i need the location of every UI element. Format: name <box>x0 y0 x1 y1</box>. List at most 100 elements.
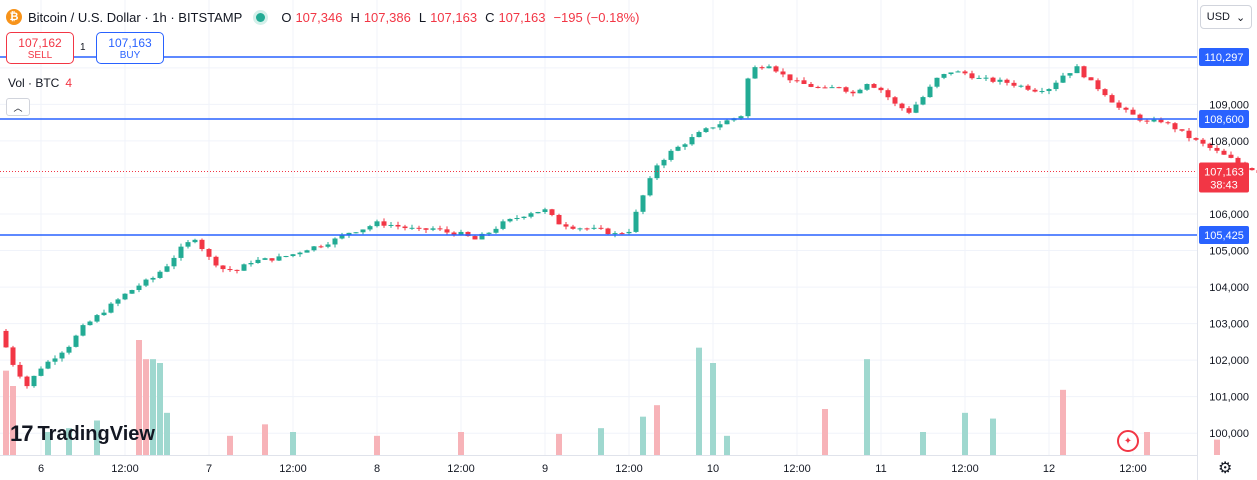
candle-body <box>444 229 450 233</box>
candle-body <box>1207 143 1213 148</box>
candle-body <box>1095 80 1101 90</box>
volume-bar <box>227 435 233 455</box>
candle-body <box>283 256 289 258</box>
candle-body <box>402 226 408 229</box>
candle-body <box>255 259 261 264</box>
candle-body <box>318 246 324 248</box>
last-price-tag <box>1199 162 1249 193</box>
currency-select[interactable]: USD ⌄ <box>1200 5 1252 29</box>
volume-bar <box>45 432 51 455</box>
volume-bar <box>157 363 163 455</box>
candle-body <box>199 239 205 250</box>
symbol-header: ₿ Bitcoin / U.S. Dollar · 1h · BITSTAMP … <box>6 7 639 27</box>
candle-body <box>934 77 940 87</box>
candle-body <box>850 91 856 94</box>
candle-body <box>1123 107 1129 110</box>
candle-body <box>1172 123 1178 130</box>
chevron-up-icon: ︿ <box>13 102 23 113</box>
x-tick-label: 9 <box>542 463 548 475</box>
volume-bar <box>696 347 702 455</box>
gear-icon[interactable]: ⚙ <box>1218 460 1233 477</box>
candle-body <box>878 87 884 91</box>
candle-body <box>857 89 863 94</box>
candle-body <box>773 66 779 72</box>
candle-body <box>423 228 429 230</box>
candle-body <box>724 120 730 125</box>
candle-body <box>1249 168 1255 171</box>
candle-body <box>815 86 821 88</box>
candle-body <box>374 221 380 227</box>
candle-body <box>220 265 226 270</box>
candle-body <box>1067 73 1073 76</box>
open-value: 107,346 <box>295 9 343 25</box>
candle-body <box>346 232 352 235</box>
candle-body <box>1046 89 1052 92</box>
candle-body <box>962 71 968 74</box>
candle-body <box>381 221 387 226</box>
spread-value: 1 <box>80 42 86 53</box>
volume-bar <box>143 359 149 455</box>
candle-body <box>486 232 492 234</box>
candle-body <box>535 211 541 214</box>
symbol-title[interactable]: Bitcoin / U.S. Dollar · 1h · BITSTAMP <box>28 9 243 25</box>
candle-body <box>969 73 975 79</box>
candle-body <box>1165 122 1171 124</box>
tradingview-logo[interactable]: 17 TradingView <box>10 421 155 447</box>
volume-bar <box>864 359 870 455</box>
candle-body <box>990 77 996 82</box>
last-price-label: 107,163 <box>1204 167 1244 179</box>
buy-button[interactable]: 107,163 BUY <box>96 32 164 64</box>
candle-body <box>262 258 268 260</box>
tradingview-wordmark: TradingView <box>37 422 155 445</box>
candle-body <box>563 224 569 227</box>
candle-body <box>213 256 219 266</box>
candle-body <box>1018 85 1024 87</box>
candle-body <box>311 246 317 251</box>
buy-price: 107,163 <box>108 36 152 50</box>
volume-bar <box>66 428 72 455</box>
x-tick-label: 7 <box>206 463 212 475</box>
candle-body <box>1137 114 1143 121</box>
x-tick-label: 12 <box>1043 463 1055 475</box>
candle-body <box>710 127 716 129</box>
candle-body <box>500 221 506 229</box>
volume-bar <box>94 420 100 455</box>
sell-button[interactable]: 107,162 SELL <box>6 32 74 64</box>
candle-body <box>31 375 37 387</box>
volume-bar <box>374 435 380 455</box>
candle-body <box>899 103 905 109</box>
change-value: −195 (−0.18%) <box>553 9 640 25</box>
candle-body <box>1221 150 1227 155</box>
candle-body <box>941 74 947 78</box>
volume-bar <box>1144 432 1150 455</box>
candle-body <box>633 211 639 232</box>
candle-body <box>528 213 534 217</box>
candle-body <box>395 224 401 227</box>
candle-body <box>794 80 800 82</box>
candle-body <box>892 97 898 104</box>
candle-body <box>325 244 331 247</box>
candle-body <box>997 79 1003 82</box>
candle-body <box>801 80 807 84</box>
candle-body <box>38 368 44 376</box>
candle-body <box>829 87 835 89</box>
candle-body <box>1130 109 1136 115</box>
candle-body <box>983 77 989 79</box>
x-tick-label: 11 <box>875 463 886 475</box>
candle-body <box>101 312 107 316</box>
candle-body <box>1060 75 1066 83</box>
volume-bar <box>1060 389 1066 455</box>
candle-body <box>682 144 688 147</box>
candle-body <box>647 178 653 196</box>
candle-body <box>514 218 520 220</box>
candle-body <box>955 71 961 73</box>
tradingview-mark-icon: 17 <box>10 421 34 446</box>
events-flag-icon[interactable]: ✦ <box>1117 430 1139 452</box>
candle-body <box>1088 77 1094 81</box>
collapse-legend-button[interactable]: ︿ <box>6 98 30 116</box>
candle-body <box>493 228 499 233</box>
x-tick-label: 12:00 <box>1119 463 1147 475</box>
close-label: C <box>485 9 495 25</box>
x-tick-label: 12:00 <box>111 463 139 475</box>
